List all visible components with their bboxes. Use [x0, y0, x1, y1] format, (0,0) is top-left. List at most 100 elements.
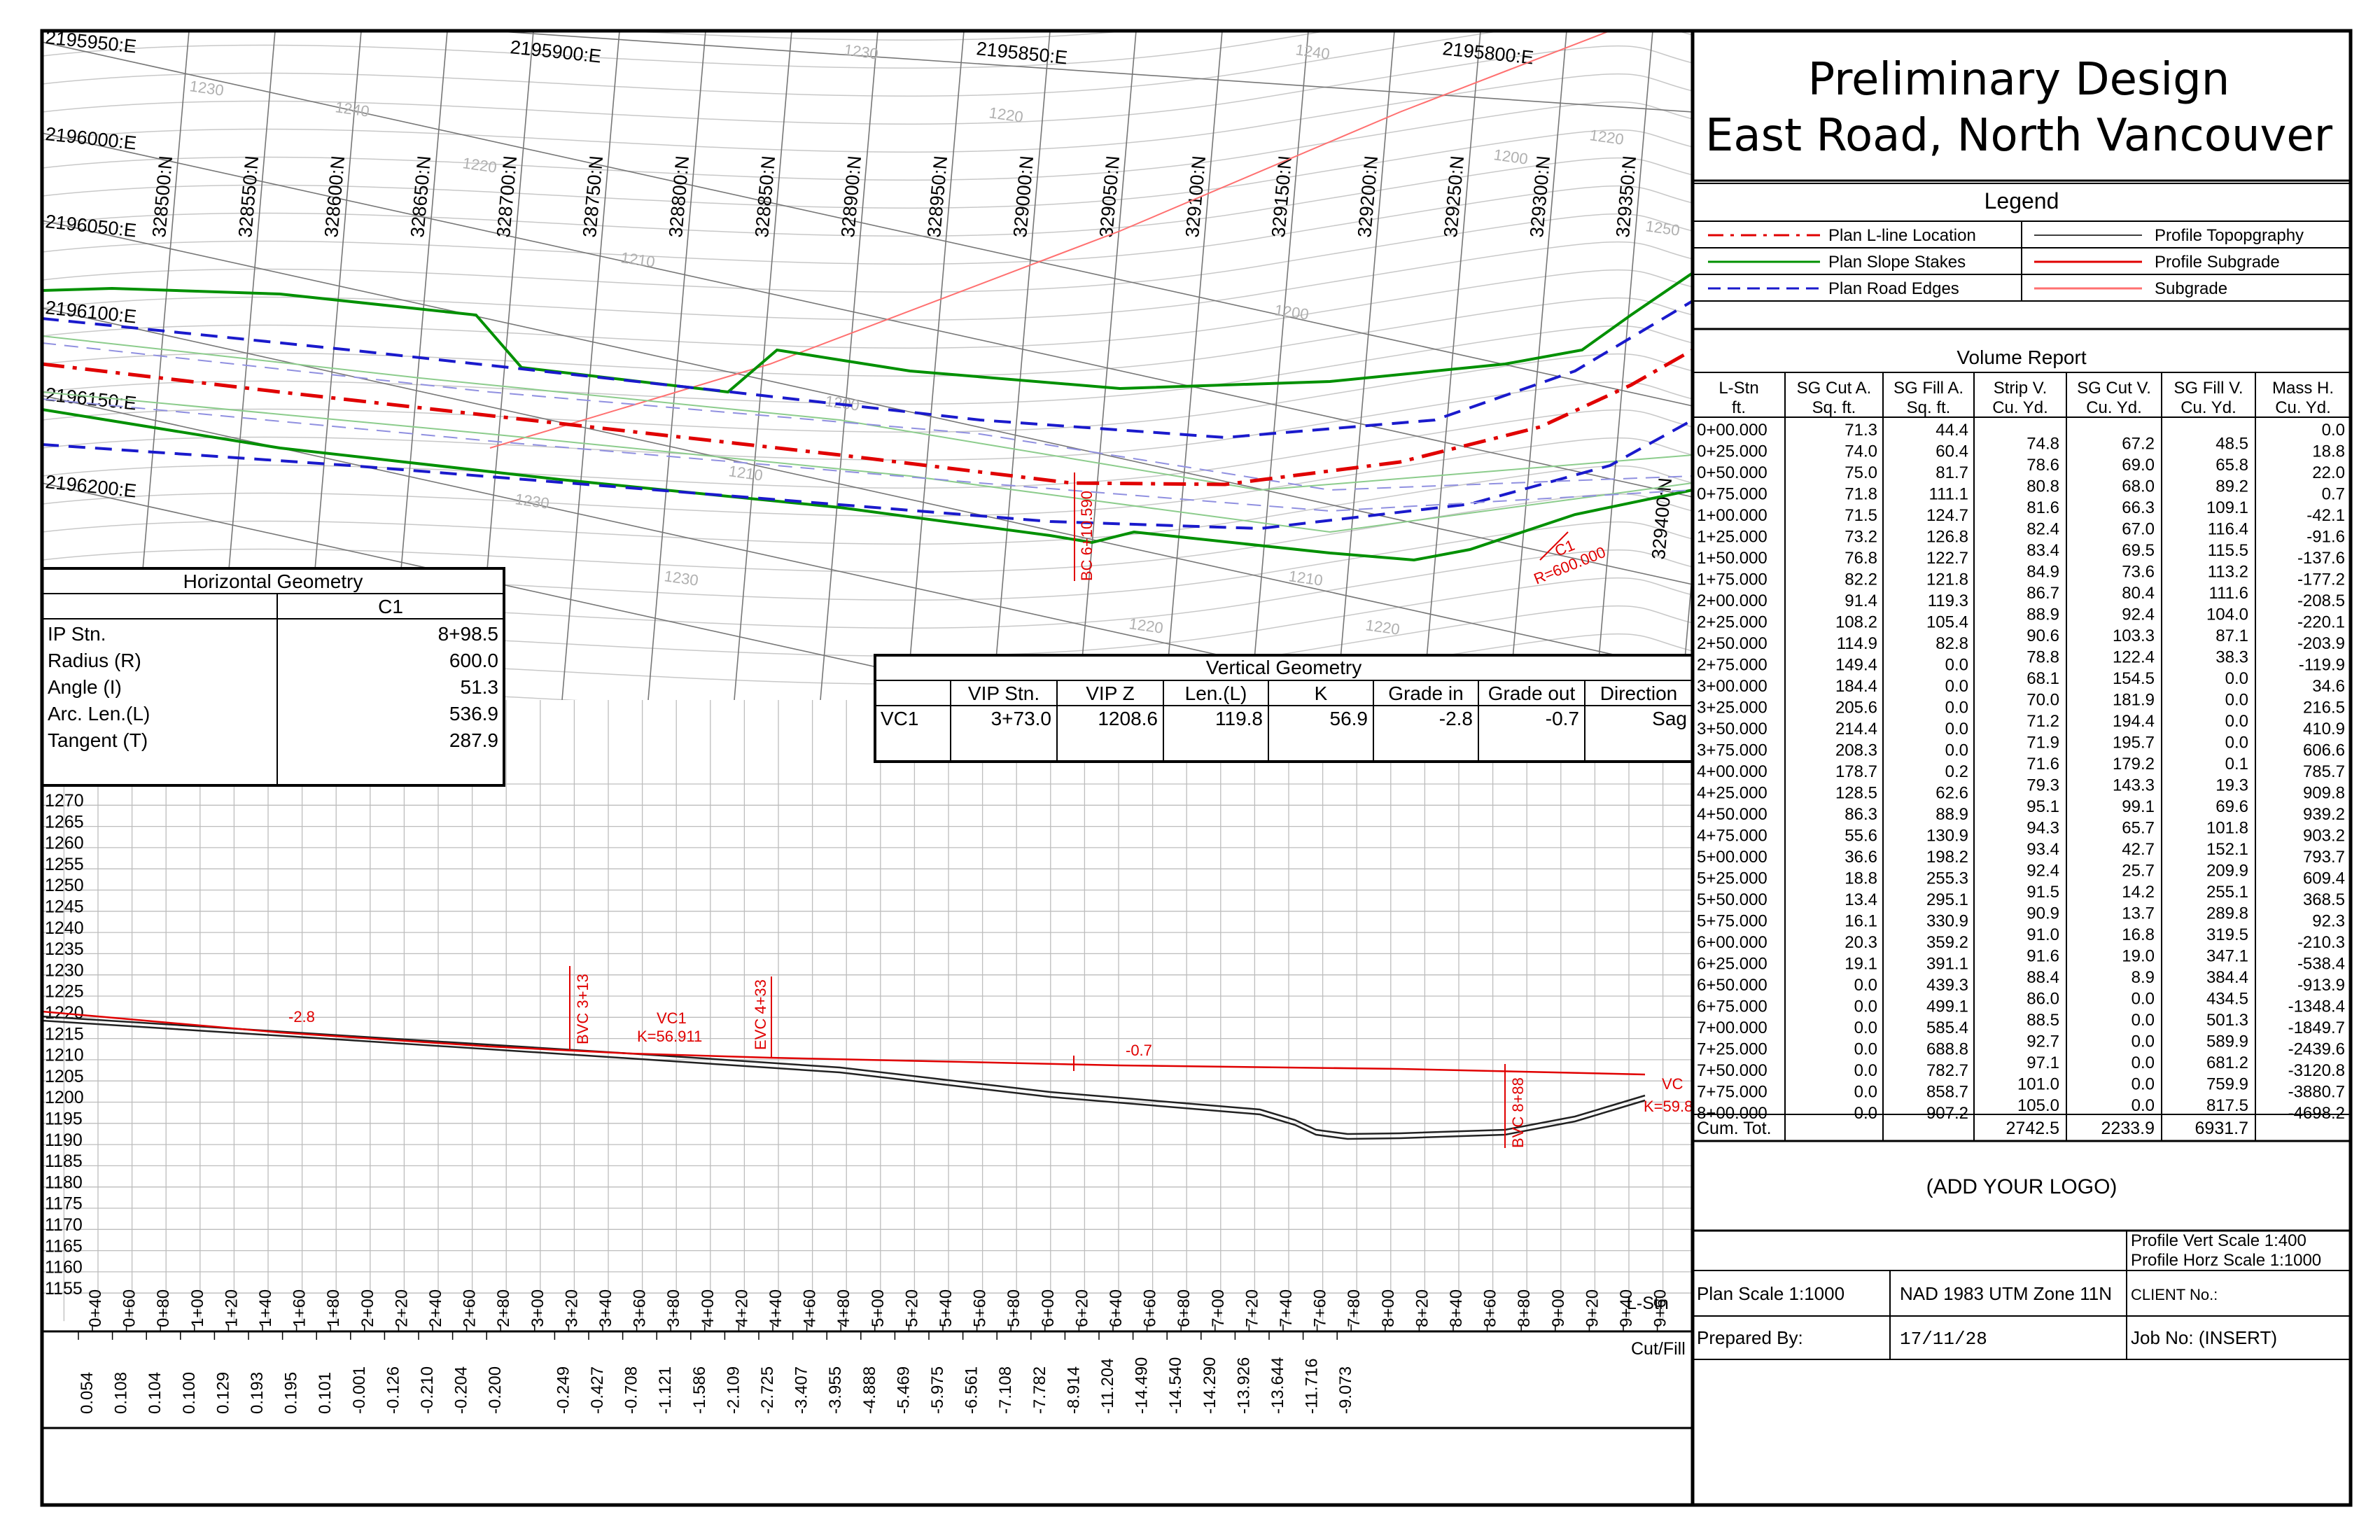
volume-header-unit: Cu. Yd.: [1992, 398, 2048, 417]
volume-fill-area: 295.1: [1926, 890, 1968, 909]
volume-mass: 34.6: [2312, 677, 2345, 696]
volume-mass: -913.9: [2297, 976, 2345, 995]
volume-station: 2+00.000: [1697, 592, 1768, 610]
volume-fill-area: 858.7: [1926, 1083, 1968, 1102]
elevation-label: 1215: [45, 1024, 84, 1044]
volume-header: Strip V.: [1994, 379, 2047, 398]
station-label: 4+20: [732, 1289, 751, 1327]
elevation-label: 1180: [45, 1172, 83, 1192]
profile-topography-2: [41, 1019, 1646, 1140]
volume-header-unit: Cu. Yd.: [2180, 398, 2236, 417]
volume-cut-area: 71.8: [1844, 485, 1877, 504]
volume-station: 3+50.000: [1697, 720, 1768, 738]
volume-fill-area: 198.2: [1926, 848, 1968, 867]
volume-station: 3+75.000: [1697, 741, 1768, 760]
contour-line: [611, 31, 1134, 41]
volume-strip: 74.8: [2026, 434, 2059, 453]
volume-strip: 101.0: [2017, 1074, 2059, 1093]
k2-label: K=59.8: [1644, 1098, 1693, 1115]
volume-strip: 71.9: [2026, 733, 2059, 752]
volume-fill-area: 359.2: [1926, 933, 1968, 952]
vgeom-value: 3+73.0: [991, 708, 1051, 729]
elevation-label: 1250: [45, 876, 84, 895]
volume-station: 2+50.000: [1697, 634, 1768, 653]
volume-strip: 88.4: [2026, 968, 2059, 987]
volume-mass: 609.4: [2303, 869, 2345, 888]
volume-strip: 78.8: [2026, 648, 2059, 666]
volume-cut-area: 0.0: [1854, 1018, 1877, 1037]
volume-cut-area: 73.2: [1844, 528, 1877, 547]
volume-mass: 18.8: [2312, 442, 2345, 461]
volume-fill-area: 88.9: [1935, 805, 1968, 824]
volume-station: 6+50.000: [1697, 976, 1768, 995]
elevation-label: 1260: [45, 834, 84, 853]
volume-fill-area: 119.3: [1928, 592, 1968, 610]
hgeom-row-label: Radius (R): [48, 650, 141, 671]
volume-mass: -91.6: [2306, 528, 2345, 547]
station-label: 0+60: [120, 1289, 139, 1327]
volume-header: L-Stn: [1718, 379, 1758, 398]
volume-header-unit: Sq. ft.: [1907, 398, 1951, 417]
horz-scale: Profile Horz Scale 1:1000: [2131, 1251, 2321, 1270]
volume-strip: 92.7: [2026, 1032, 2059, 1051]
cutfill-axis-label: Cut/Fill: [1631, 1339, 1686, 1359]
vgeom-value: 56.9: [1330, 708, 1368, 729]
volume-cut-area: 0.0: [1854, 1083, 1877, 1102]
station-label: 2+80: [494, 1289, 513, 1327]
volume-fill: 19.3: [2216, 776, 2248, 794]
volume-strip: 70.0: [2026, 690, 2059, 709]
cutfill-label: -0.204: [452, 1366, 471, 1414]
easting-grid-line: [42, 41, 1693, 407]
volume-strip: 97.1: [2026, 1054, 2059, 1072]
elevation-label: 1245: [45, 897, 84, 917]
volume-cut: 0.0: [2132, 1096, 2155, 1115]
elevation-label: 1175: [45, 1194, 83, 1214]
easting-grid-line: [42, 132, 1693, 498]
volume-cut-area: 114.9: [1837, 634, 1877, 653]
station-label: 1+60: [290, 1289, 309, 1327]
volume-mass: 793.7: [2303, 848, 2345, 867]
northing-grid-line: [1078, 31, 1137, 700]
volume-mass: -2439.6: [2288, 1040, 2345, 1059]
volume-cut: 68.0: [2122, 477, 2155, 496]
volume-cut-area: 0.0: [1854, 1061, 1877, 1080]
volume-mass: -42.1: [2306, 506, 2345, 525]
legend-label: Plan Slope Stakes: [1828, 253, 1966, 272]
volume-header-unit: Cu. Yd.: [2275, 398, 2331, 417]
volume-fill: 87.1: [2216, 626, 2248, 645]
station-label: 6+80: [1175, 1289, 1194, 1327]
volume-fill: 0.0: [2225, 690, 2248, 709]
volume-fill-area: 111.1: [1929, 485, 1969, 504]
volume-fill-area: 688.8: [1926, 1040, 1968, 1059]
northing-grid-line: [561, 31, 620, 700]
volume-cut-area: 20.3: [1844, 933, 1877, 952]
elevation-label: 1190: [45, 1130, 83, 1150]
volume-fill: 759.9: [2206, 1074, 2248, 1093]
elevation-label: 1240: [45, 918, 84, 938]
station-label: 5+80: [1004, 1289, 1023, 1327]
elevation-label: 1195: [45, 1110, 83, 1129]
volume-cut: 103.3: [2113, 626, 2155, 645]
volume-cut-area: 0.0: [1854, 1040, 1877, 1059]
plan-road-edge-south: [42, 419, 1693, 531]
contour-line: [42, 325, 1693, 405]
volume-fill: 0.1: [2225, 755, 2248, 774]
volume-cut: 181.9: [2113, 690, 2155, 709]
volume-fill-area: 44.4: [1935, 421, 1968, 440]
volume-strip: 84.9: [2026, 562, 2059, 581]
elevation-label: 1225: [45, 982, 84, 1002]
volume-mass: 0.7: [2322, 485, 2345, 504]
volume-station: 2+25.000: [1697, 613, 1768, 632]
volume-fill-area: 82.8: [1935, 634, 1968, 653]
volume-cut: 0.0: [2132, 1011, 2155, 1030]
contour-line: [42, 185, 1693, 265]
station-label: 6+60: [1141, 1289, 1160, 1327]
volume-cut: 13.7: [2122, 904, 2155, 923]
bvc-label: BVC 3+13: [574, 974, 592, 1044]
volume-cut: 69.5: [2122, 541, 2155, 560]
volume-fill-area: 391.1: [1926, 955, 1968, 974]
vgeom-header: Grade in: [1388, 682, 1463, 704]
volume-mass: 0.0: [2322, 421, 2345, 440]
